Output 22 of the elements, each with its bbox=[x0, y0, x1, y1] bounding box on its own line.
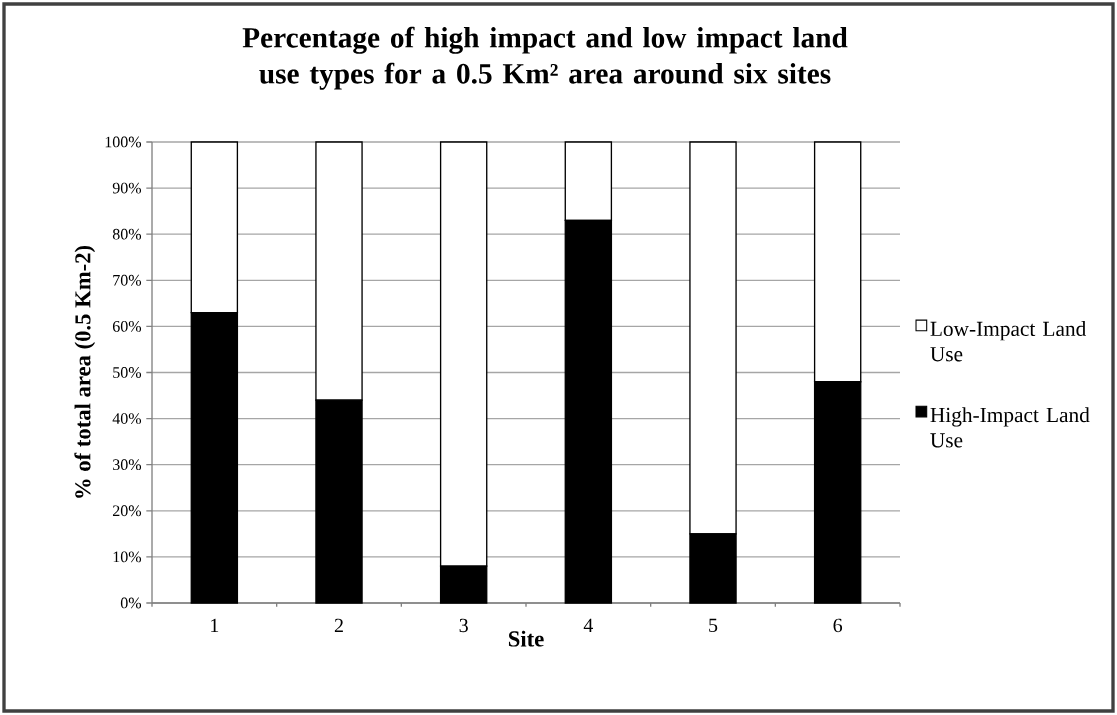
y-tick-label: 100% bbox=[105, 136, 142, 148]
x-tick-label: 4 bbox=[583, 618, 594, 632]
x-tick-label: 3 bbox=[459, 618, 468, 633]
x-tick-label: 1 bbox=[211, 618, 219, 632]
y-tick-label: 70% bbox=[113, 274, 142, 286]
x-tick-label: 5 bbox=[709, 618, 718, 633]
legend-label: Low-Impact Land Use bbox=[930, 321, 1087, 362]
y-tick-label: 50% bbox=[113, 367, 142, 378]
y-tick-label: 80% bbox=[112, 228, 142, 240]
y-tick-label: 20% bbox=[112, 505, 142, 517]
x-tick-label: 6 bbox=[833, 618, 843, 633]
y-tick-label: 0% bbox=[120, 597, 142, 609]
y-tick-label: 60% bbox=[112, 320, 142, 332]
legend-label: High-Impact Land Use bbox=[930, 407, 1090, 448]
x-axis-title: Site bbox=[508, 630, 544, 647]
y-tick-label: 10% bbox=[113, 551, 142, 563]
x-tick-label: 2 bbox=[334, 618, 343, 632]
y-tick-label: 40% bbox=[112, 413, 142, 425]
y-tick-label: 90% bbox=[112, 182, 142, 194]
y-tick-label: 30% bbox=[113, 459, 142, 471]
chart-title: Percentage of high impact and low impact land use types for a 0.5 Km² area around six sites bbox=[242, 26, 848, 90]
y-axis-title: % of total area (0.5 Km-2) bbox=[74, 245, 96, 498]
